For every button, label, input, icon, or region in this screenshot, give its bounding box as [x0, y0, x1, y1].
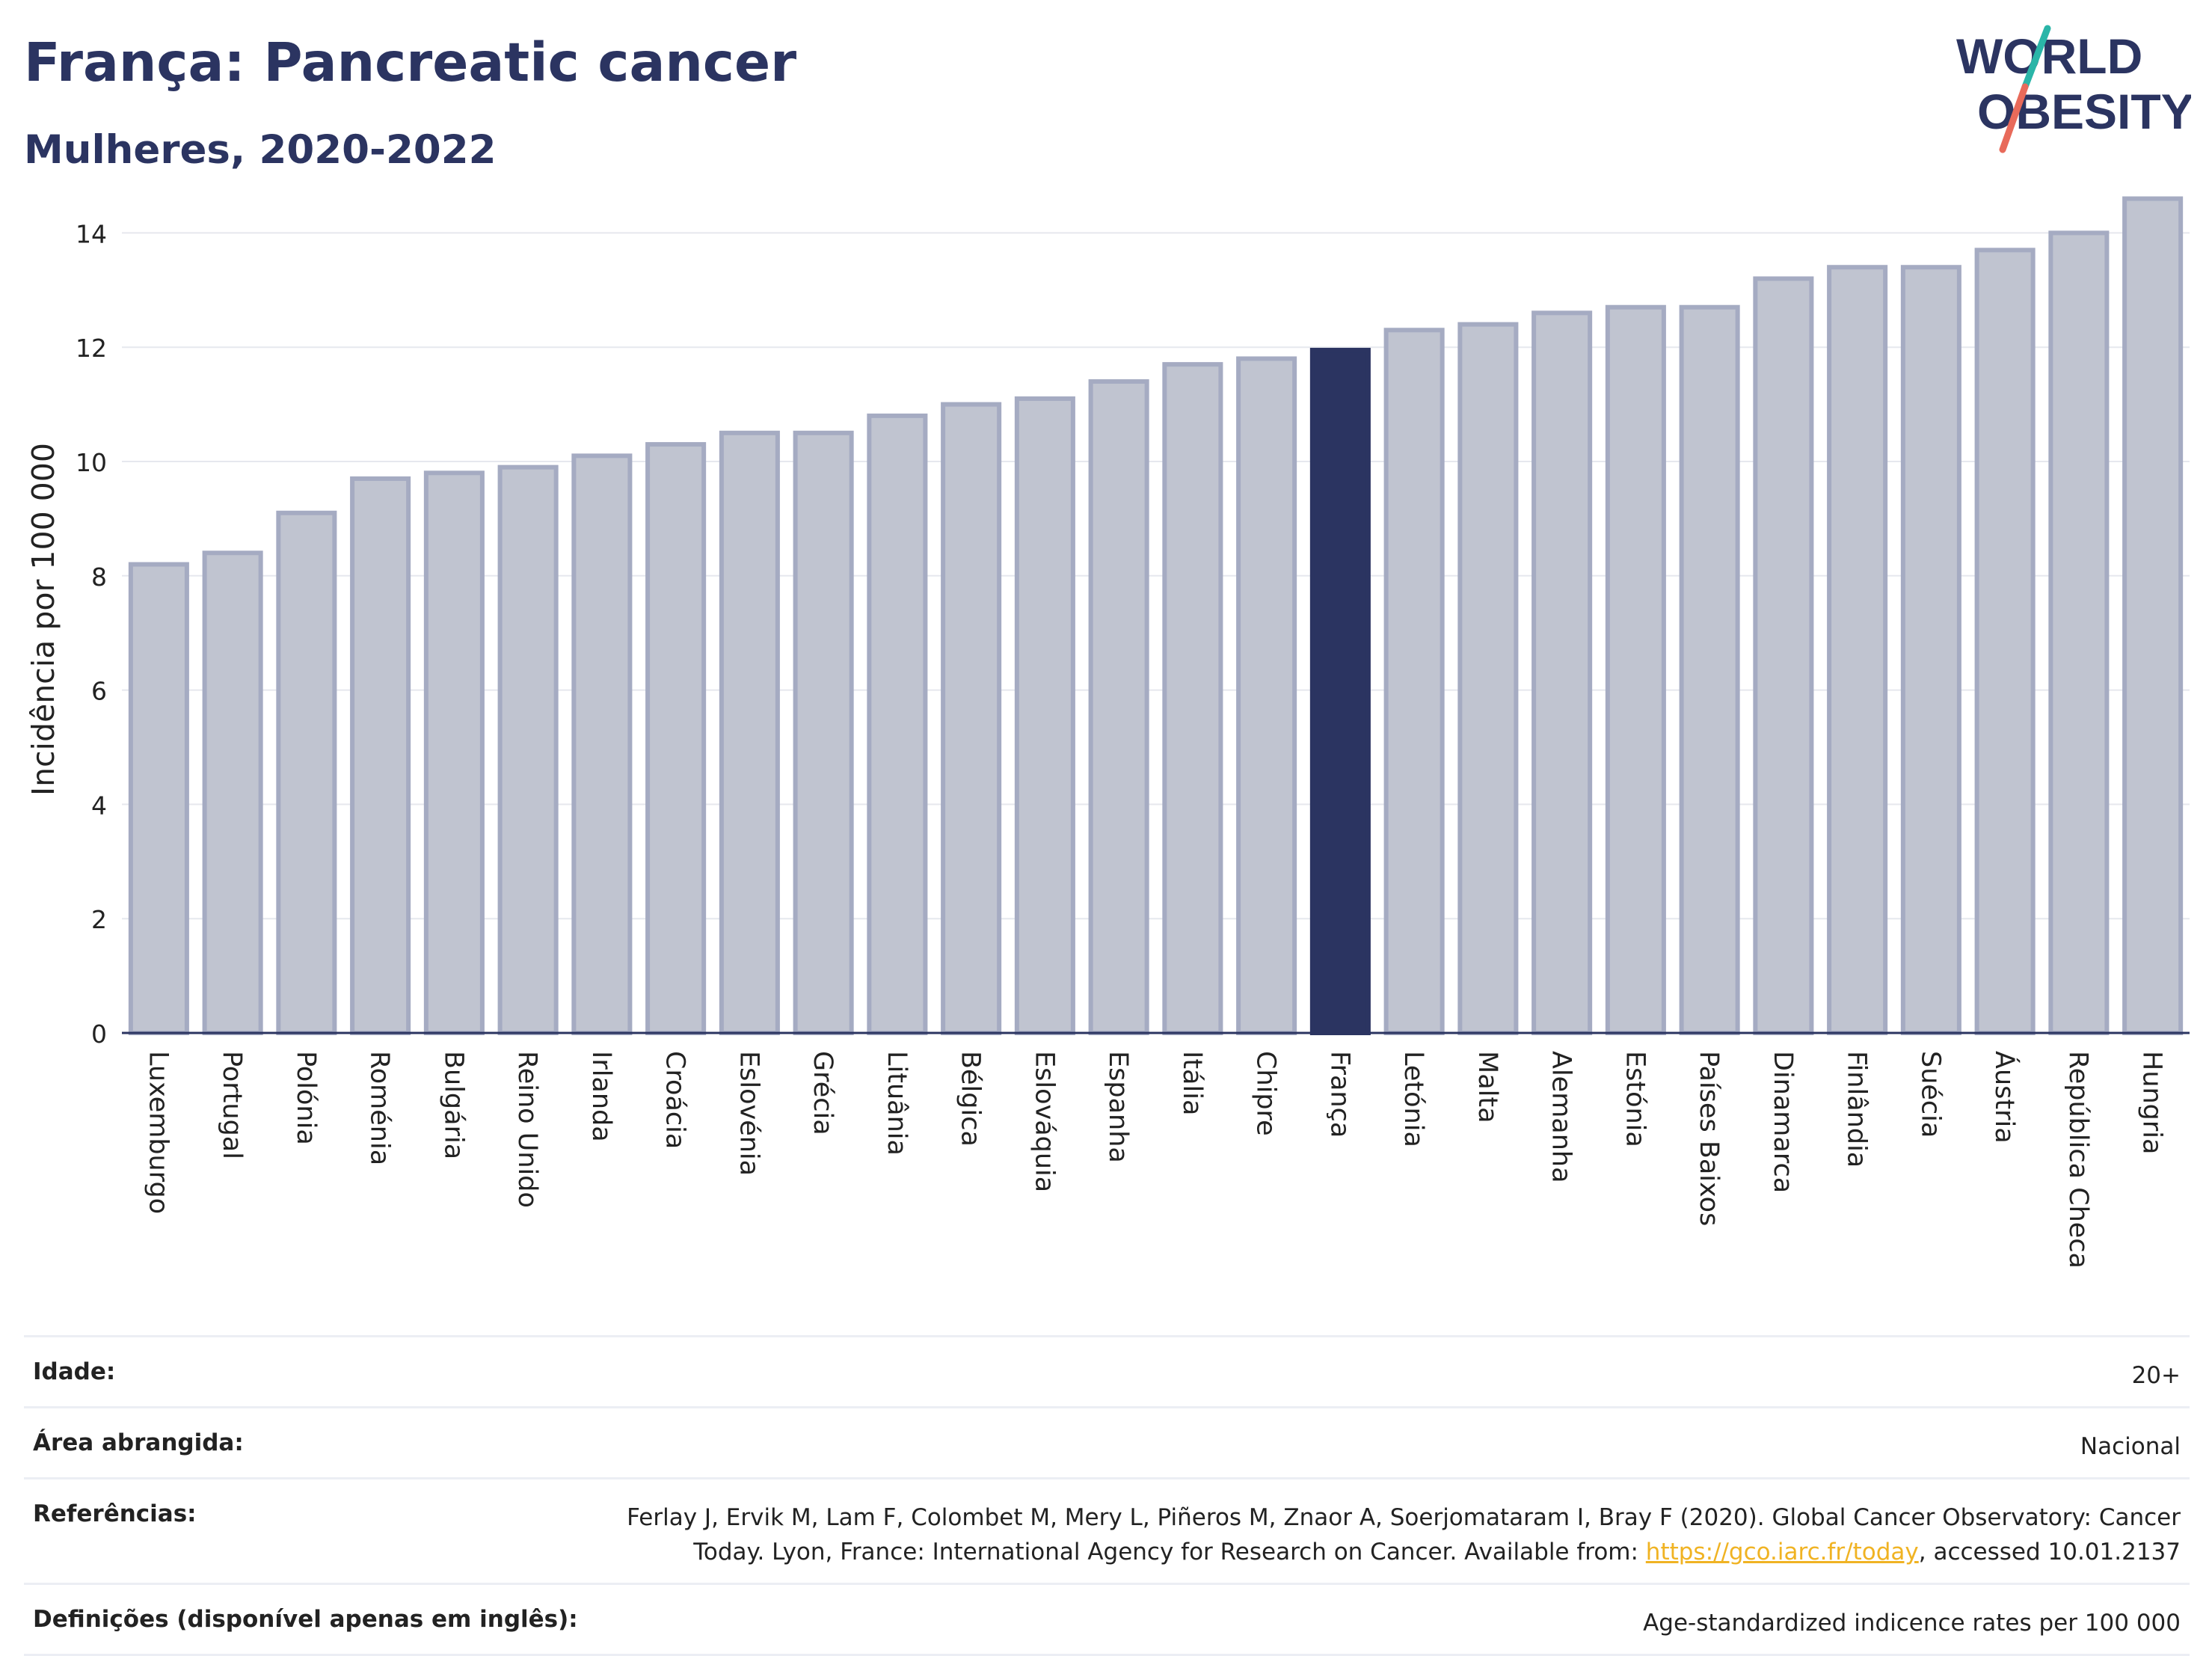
footer-age-value: 20+: [2131, 1362, 2181, 1389]
footer-row-references: Referências: Ferlay J, Ervik M, Lam F, C…: [24, 1477, 2190, 1583]
bar: [1457, 322, 1519, 1035]
bar: [571, 453, 633, 1035]
x-tick-label: Bélgica: [956, 1051, 986, 1147]
x-tick-label: Croácia: [660, 1051, 690, 1149]
y-tick-label: 12: [76, 334, 107, 363]
logo-slash-top: [2021, 25, 2051, 91]
x-tick-label: Letónia: [1398, 1051, 1428, 1147]
reference-text-line1: Ferlay J, Ervik M, Lam F, Colombet M, Me…: [627, 1504, 2181, 1531]
x-tick-label: Portugal: [217, 1051, 247, 1159]
bar: [276, 510, 337, 1035]
bar: [645, 442, 707, 1035]
bar: [2048, 230, 2110, 1035]
bar: [1679, 304, 1740, 1036]
x-tick-label: Estónia: [1620, 1051, 1650, 1147]
x-tick-label: França: [1324, 1051, 1354, 1138]
x-tick-label: Bulgária: [438, 1051, 468, 1159]
bar: [941, 402, 1002, 1035]
footer-age-label: Idade:: [33, 1358, 116, 1385]
reference-text-post: , accessed 10.01.2137: [1918, 1539, 2181, 1565]
x-tick-label: Hungria: [2137, 1051, 2167, 1154]
bar: [1753, 276, 1814, 1035]
bar: [497, 464, 559, 1035]
footer-row-definitions: Definições (disponível apenas em inglês)…: [24, 1583, 2190, 1656]
x-tick-label: Países Baixos: [1694, 1051, 1724, 1226]
bar: [1531, 310, 1593, 1035]
y-tick-label: 8: [91, 562, 107, 592]
x-tick-label: Malta: [1472, 1051, 1502, 1123]
x-tick-label: Suécia: [1915, 1051, 1945, 1138]
x-tick-label: República Checa: [2063, 1051, 2093, 1269]
logo-slash-bottom: [1999, 83, 2029, 153]
bar: [1088, 379, 1149, 1036]
x-tick-label: Áustria: [1989, 1051, 2021, 1144]
bar: [1974, 248, 2036, 1036]
x-tick-label: Polónia: [291, 1051, 321, 1145]
x-tick-label: Itália: [1177, 1051, 1207, 1115]
bar: [719, 430, 780, 1035]
bars: [122, 196, 2190, 1036]
y-tick-label: 14: [76, 219, 107, 248]
bar: [867, 413, 928, 1035]
y-tick-label: 2: [91, 905, 107, 934]
y-tick-label: 0: [91, 1019, 107, 1049]
bar: [1827, 265, 1888, 1035]
bar-chart: 0 2 4 6 8 10 12 14 Luxemburgo Portugal Polónia Rom…: [25, 196, 2190, 1269]
bar: [1236, 356, 1297, 1036]
footer-area-label: Área abrangida:: [33, 1429, 244, 1456]
y-tick-labels: 0 2 4 6 8 10 12 14: [76, 219, 107, 1049]
bar: [350, 476, 411, 1035]
x-tick-label: Finlândia: [1842, 1051, 1872, 1168]
x-tick-label: Reino Unido: [512, 1051, 542, 1208]
world-obesity-logo: WORLD OBESITY: [1956, 25, 2191, 153]
bar: [202, 551, 263, 1035]
bar: [423, 470, 485, 1035]
footer-row-area: Área abrangida: Nacional: [24, 1406, 2190, 1477]
chart-subtitle: Mulheres, 2020-2022: [24, 127, 497, 173]
y-axis-label: Incidência por 100 000: [25, 443, 61, 796]
x-tick-label: Irlanda: [586, 1051, 616, 1142]
logo-text-world: WORLD: [1956, 28, 2142, 84]
x-tick-labels: Luxemburgo Portugal Polónia Roménia Bulgária…: [143, 1051, 2166, 1269]
x-tick-label: Lituânia: [882, 1051, 912, 1156]
bar: [1014, 396, 1075, 1035]
reference-link[interactable]: https://gco.iarc.fr/today: [1645, 1539, 1919, 1565]
x-tick-label: Luxemburgo: [143, 1051, 173, 1214]
chart-footer: Idade: 20+ Área abrangida: Nacional Refe…: [24, 1335, 2190, 1656]
bar: [128, 562, 189, 1035]
footer-definitions-label: Definições (disponível apenas em inglês)…: [33, 1606, 578, 1633]
chart-title: França: Pancreatic cancer: [24, 31, 797, 93]
x-tick-label: Grécia: [808, 1051, 838, 1135]
bar: [1309, 348, 1371, 1035]
reference-text-pre: Today. Lyon, France: International Agenc…: [693, 1539, 1646, 1565]
y-tick-label: 4: [91, 791, 107, 820]
x-tick-label: Chipre: [1251, 1051, 1281, 1136]
footer-references-value: Ferlay J, Ervik M, Lam F, Colombet M, Me…: [627, 1500, 2181, 1569]
x-tick-label: Eslováquia: [1029, 1051, 1059, 1192]
x-tick-label: Alemanha: [1546, 1051, 1576, 1183]
bar: [1900, 265, 1961, 1035]
y-tick-label: 6: [91, 677, 107, 706]
bar: [1605, 304, 1666, 1036]
bar: [1383, 328, 1445, 1035]
footer-references-label: Referências:: [33, 1500, 197, 1527]
y-tick-label: 10: [76, 448, 107, 477]
bar: [1162, 362, 1223, 1035]
x-tick-label: Roménia: [365, 1051, 395, 1165]
bar: [793, 430, 854, 1035]
x-tick-label: Dinamarca: [1768, 1051, 1798, 1193]
footer-area-value: Nacional: [2080, 1433, 2181, 1460]
x-tick-label: Eslovénia: [734, 1051, 764, 1176]
bar: [2122, 196, 2184, 1035]
footer-row-age: Idade: 20+: [24, 1335, 2190, 1406]
footer-definitions-value: Age-standardized indicence rates per 100…: [1643, 1610, 2181, 1637]
x-tick-label: Espanha: [1103, 1051, 1133, 1163]
